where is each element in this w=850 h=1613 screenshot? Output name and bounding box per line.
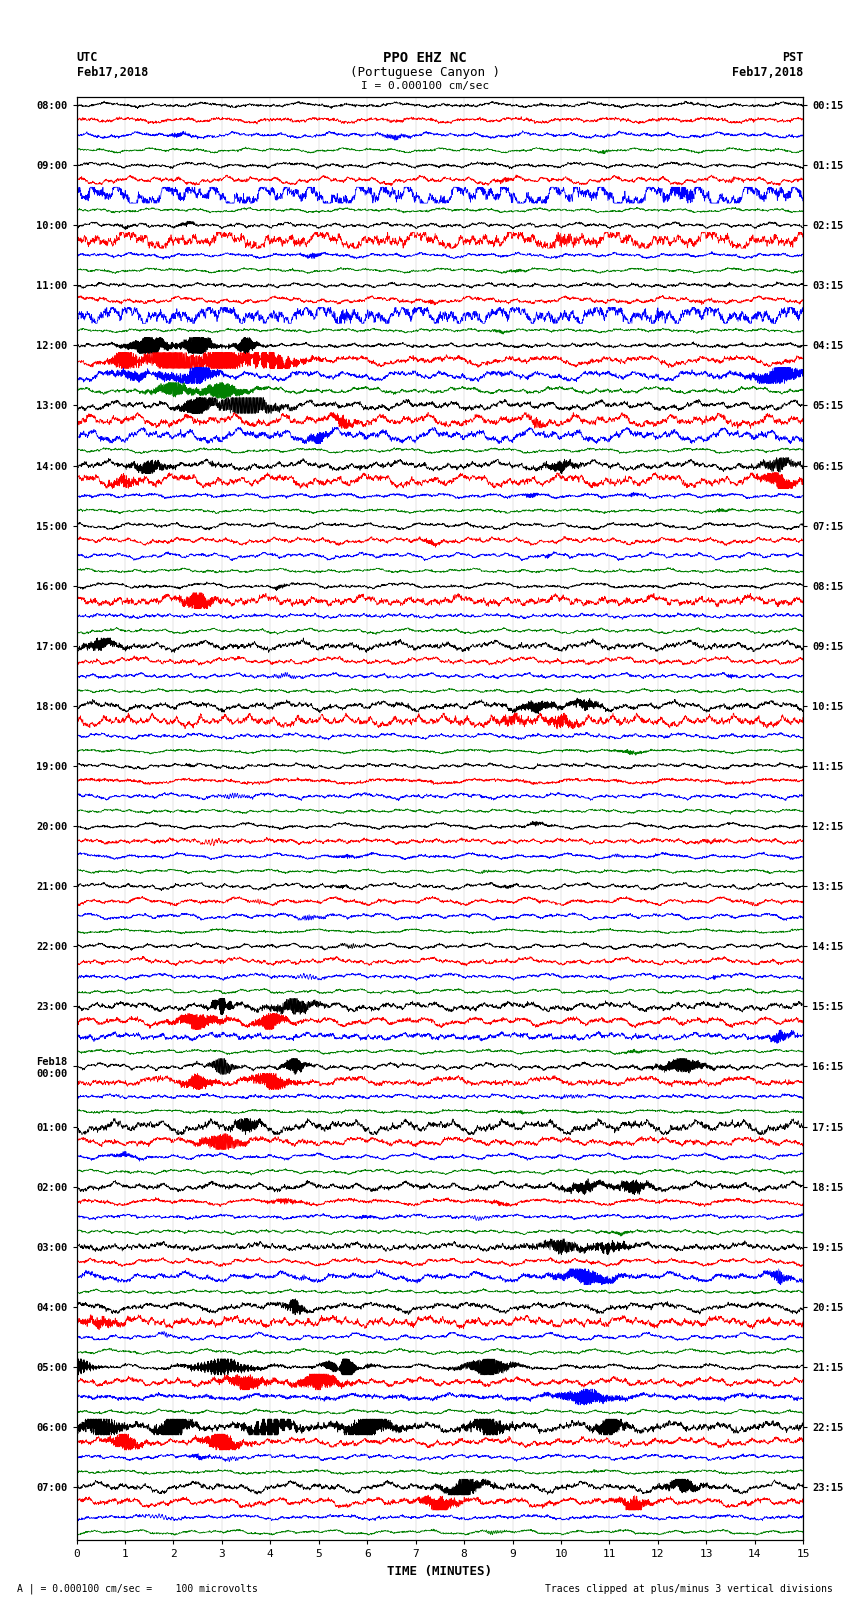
Text: I = 0.000100 cm/sec: I = 0.000100 cm/sec bbox=[361, 81, 489, 90]
Text: PST: PST bbox=[782, 50, 803, 65]
Text: UTC: UTC bbox=[76, 50, 98, 65]
Text: Feb17,2018: Feb17,2018 bbox=[732, 66, 803, 79]
Text: PPO EHZ NC: PPO EHZ NC bbox=[383, 50, 467, 65]
Text: (Portuguese Canyon ): (Portuguese Canyon ) bbox=[350, 66, 500, 79]
Text: A | = 0.000100 cm/sec =    100 microvolts: A | = 0.000100 cm/sec = 100 microvolts bbox=[17, 1582, 258, 1594]
Text: Feb17,2018: Feb17,2018 bbox=[76, 66, 148, 79]
Text: Traces clipped at plus/minus 3 vertical divisions: Traces clipped at plus/minus 3 vertical … bbox=[545, 1584, 833, 1594]
X-axis label: TIME (MINUTES): TIME (MINUTES) bbox=[388, 1565, 492, 1578]
